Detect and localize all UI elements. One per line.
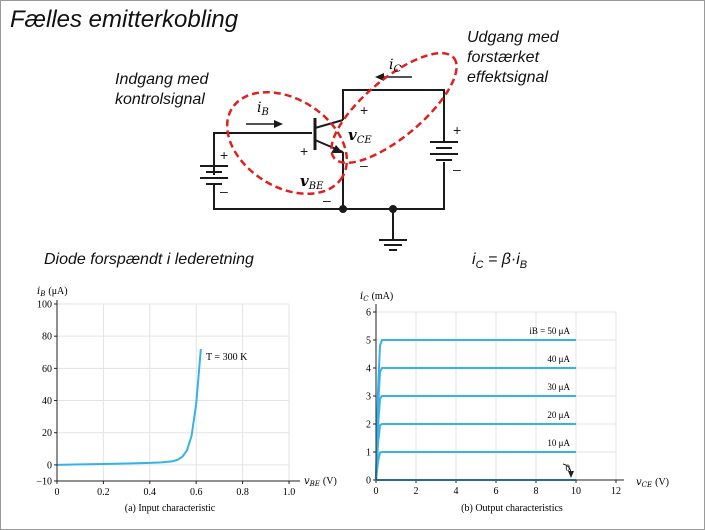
y-tick-label: 60 bbox=[42, 364, 52, 375]
diode-note: Diode forspændt i lederetning bbox=[44, 251, 254, 268]
x-tick-label: 12 bbox=[611, 486, 621, 497]
series-label: 0 bbox=[566, 463, 571, 473]
chart-caption: (a) Input characteristic bbox=[125, 503, 216, 514]
y-tick-label: 0 bbox=[366, 476, 371, 487]
series-label: 40 μA bbox=[547, 354, 570, 364]
vce-minus: – bbox=[360, 157, 368, 173]
wire-collector-loop bbox=[342, 89, 445, 142]
y-axis-title: iB (μA) bbox=[37, 286, 68, 298]
junction-dot bbox=[389, 205, 397, 213]
x-tick-label: 0.2 bbox=[97, 487, 110, 498]
input-label-line-1: Indgang med bbox=[115, 71, 209, 88]
battery-left-plus: + bbox=[220, 147, 228, 163]
vce-label: vCE bbox=[348, 126, 372, 146]
x-tick-label: 0 bbox=[55, 487, 60, 498]
vce-plus: + bbox=[360, 102, 368, 118]
series-label: 10 μA bbox=[547, 438, 570, 448]
series-label: 30 μA bbox=[547, 382, 570, 392]
battery-right-plus: + bbox=[453, 122, 461, 138]
wire-ground-rail bbox=[213, 162, 445, 210]
y-tick-label: 20 bbox=[42, 428, 52, 439]
y-axis-title: iC (mA) bbox=[360, 291, 393, 303]
x-tick-label: 0.4 bbox=[144, 487, 157, 498]
y-tick-label: 4 bbox=[366, 364, 371, 375]
x-tick-label: 8 bbox=[534, 486, 539, 497]
battery-right-minus: – bbox=[453, 161, 461, 177]
x-tick-label: 0.6 bbox=[190, 487, 203, 498]
slide-title: Fælles emitterkobling bbox=[10, 6, 239, 33]
series-line bbox=[375, 451, 576, 481]
y-tick-label: −10 bbox=[36, 477, 52, 488]
series-label: 20 μA bbox=[547, 410, 570, 420]
junction-dot bbox=[339, 205, 347, 213]
x-axis-title: vBE (V) bbox=[304, 476, 337, 488]
chart-caption: (b) Output characteristics bbox=[461, 503, 563, 514]
output-label-line-1: Udgang med bbox=[467, 29, 559, 46]
gain-formula-op: = β·i bbox=[483, 251, 520, 268]
emitter-arrow-icon bbox=[331, 145, 343, 153]
y-tick-label: 100 bbox=[37, 300, 52, 311]
x-axis-title: vCE (V) bbox=[636, 477, 669, 489]
battery-left-minus: – bbox=[220, 183, 228, 199]
y-tick-label: 3 bbox=[366, 392, 371, 403]
vbe-label: vBE bbox=[300, 172, 324, 192]
x-tick-label: 1.0 bbox=[283, 487, 296, 498]
gain-formula-rhs-sub: B bbox=[519, 259, 528, 272]
x-tick-label: 4 bbox=[454, 486, 459, 497]
temperature-annotation: T = 300 K bbox=[206, 352, 248, 363]
x-tick-label: 6 bbox=[494, 486, 499, 497]
x-tick-label: 10 bbox=[571, 486, 581, 497]
vbe-minus: – bbox=[323, 192, 331, 208]
series-label: iB = 50 μA bbox=[529, 326, 570, 336]
x-tick-label: 0 bbox=[374, 486, 379, 497]
wire-base-loop bbox=[213, 132, 312, 175]
series-line bbox=[375, 395, 576, 481]
ib-arrow-icon bbox=[274, 120, 283, 128]
output-label-line-2: forstærket bbox=[467, 49, 540, 66]
vbe-plus: + bbox=[300, 143, 308, 159]
y-tick-label: 5 bbox=[366, 336, 371, 347]
y-tick-label: 6 bbox=[366, 308, 371, 319]
ib-label: iB bbox=[257, 100, 269, 118]
ic-arrow-icon bbox=[375, 73, 384, 81]
gain-formula-lhs-sub: C bbox=[475, 259, 484, 272]
series-line bbox=[375, 423, 576, 481]
series-line bbox=[56, 348, 202, 466]
y-tick-label: 1 bbox=[366, 448, 371, 459]
output-label-line-3: effektsignal bbox=[467, 69, 548, 86]
output-loop-highlight bbox=[330, 51, 458, 165]
gain-formula: iC = β·iB bbox=[472, 250, 527, 275]
y-tick-label: 80 bbox=[42, 332, 52, 343]
y-tick-label: 40 bbox=[42, 396, 52, 407]
series-line bbox=[375, 339, 576, 481]
input-label-line-2: kontrolsignal bbox=[115, 91, 205, 108]
input-loop-highlight bbox=[225, 90, 349, 196]
y-tick-label: 2 bbox=[366, 420, 371, 431]
output-label: Udgang med forstærket effektsignal bbox=[467, 28, 559, 88]
x-tick-label: 2 bbox=[414, 486, 419, 497]
ic-label: iC bbox=[389, 57, 401, 75]
y-tick-label: 0 bbox=[47, 460, 52, 471]
zero-curve-pointer-head bbox=[568, 471, 574, 478]
gain-formula-lhs: i bbox=[472, 251, 476, 268]
x-tick-label: 0.8 bbox=[236, 487, 249, 498]
transistor-collector bbox=[314, 119, 344, 129]
input-label: Indgang med kontrolsignal bbox=[115, 70, 208, 110]
